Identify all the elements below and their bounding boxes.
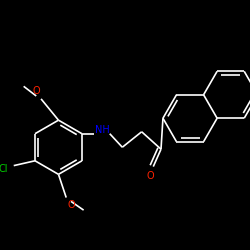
- Text: NH: NH: [94, 125, 109, 135]
- Text: O: O: [32, 86, 40, 96]
- Text: Cl: Cl: [0, 164, 8, 173]
- Text: O: O: [146, 171, 154, 181]
- Text: O: O: [67, 200, 75, 210]
